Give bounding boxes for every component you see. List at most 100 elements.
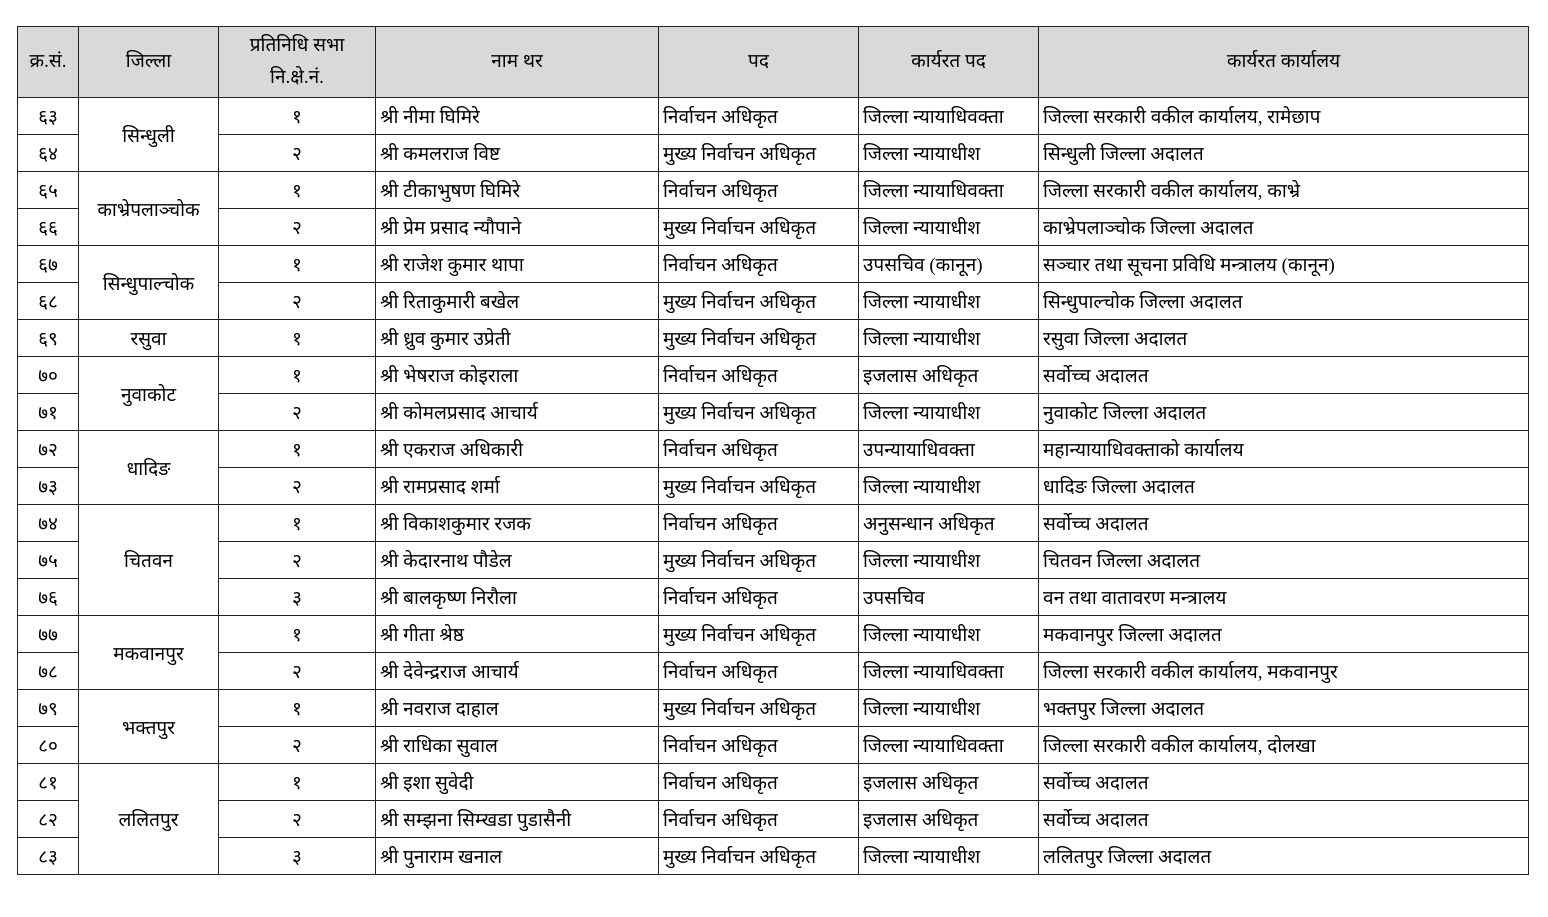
serial-number: ८१ (17, 763, 79, 801)
serial-number: ७६ (17, 578, 79, 616)
serial-number: ६४ (17, 134, 79, 172)
current-office: जिल्ला सरकारी वकील कार्यालय, रामेछाप (1038, 97, 1529, 135)
position: मुख्य निर्वाचन अधिकृत (658, 541, 859, 579)
current-position: जिल्ला न्यायाधीश (858, 541, 1039, 579)
official-name: श्री भेषराज कोइराला (375, 356, 659, 394)
position: मुख्य निर्वाचन अधिकृत (658, 134, 859, 172)
current-office: धादिङ जिल्ला अदालत (1038, 467, 1529, 505)
serial-number: ७९ (17, 689, 79, 727)
serial-number: ६८ (17, 282, 79, 320)
position: निर्वाचन अधिकृत (658, 578, 859, 616)
table-row: ७५ २ श्री केदारनाथ पौडेल मुख्य निर्वाचन अधि… (17, 541, 1529, 579)
constituency-number: ३ (218, 837, 376, 875)
official-name: श्री एकराज अधिकारी (375, 430, 659, 468)
constituency-number: २ (218, 134, 376, 172)
current-office: नुवाकोट जिल्ला अदालत (1038, 393, 1529, 431)
official-name: श्री गीता श्रेष्ठ (375, 615, 659, 653)
table-row: ७३ २ श्री रामप्रसाद शर्मा मुख्य निर्वाचन अध… (17, 467, 1529, 505)
current-position: जिल्ला न्यायाधिवक्ता (858, 726, 1039, 764)
serial-number: ६९ (17, 319, 79, 357)
current-position: जिल्ला न्यायाधीश (858, 837, 1039, 875)
district-cell: नुवाकोट (78, 356, 219, 431)
current-position: उपन्यायाधिवक्ता (858, 430, 1039, 468)
current-office: काभ्रेपलाञ्चोक जिल्ला अदालत (1038, 208, 1529, 246)
serial-number: ७२ (17, 430, 79, 468)
district-cell: रसुवा (78, 319, 219, 357)
position: मुख्य निर्वाचन अधिकृत (658, 319, 859, 357)
serial-number: ६५ (17, 171, 79, 209)
position: मुख्य निर्वाचन अधिकृत (658, 467, 859, 505)
current-position: इजलास अधिकृत (858, 356, 1039, 394)
serial-number: ७१ (17, 393, 79, 431)
district-cell: सिन्धुली (78, 97, 219, 172)
current-position: जिल्ला न्यायाधीश (858, 208, 1039, 246)
district-cell: सिन्धुपाल्चोक (78, 245, 219, 320)
official-name: श्री ध्रुव कुमार उप्रेती (375, 319, 659, 357)
current-office: भक्तपुर जिल्ला अदालत (1038, 689, 1529, 727)
current-position: जिल्ला न्यायाधिवक्ता (858, 652, 1039, 690)
constituency-number: २ (218, 652, 376, 690)
official-name: श्री रिताकुमारी बखेल (375, 282, 659, 320)
table-row: ७७ मकवानपुर १ श्री गीता श्रेष्ठ मुख्य निर्वा… (17, 615, 1529, 690)
current-office: सर्वोच्च अदालत (1038, 763, 1529, 801)
serial-number: ७८ (17, 652, 79, 690)
district-cell: धादिङ (78, 430, 219, 505)
constituency-number: १ (218, 763, 376, 801)
current-office: सर्वोच्च अदालत (1038, 504, 1529, 542)
current-position: अनुसन्धान अधिकृत (858, 504, 1039, 542)
district-cell: चितवन (78, 504, 219, 616)
serial-number: ६६ (17, 208, 79, 246)
current-office: जिल्ला सरकारी वकील कार्यालय, दोलखा (1038, 726, 1529, 764)
constituency-number: २ (218, 393, 376, 431)
official-name: श्री राजेश कुमार थापा (375, 245, 659, 283)
position: निर्वाचन अधिकृत (658, 726, 859, 764)
current-position: जिल्ला न्यायाधीश (858, 393, 1039, 431)
current-position: जिल्ला न्यायाधीश (858, 319, 1039, 357)
position: निर्वाचन अधिकृत (658, 171, 859, 209)
constituency-number: १ (218, 97, 376, 135)
official-name: श्री टीकाभुषण घिमिरे (375, 171, 659, 209)
current-position: जिल्ला न्यायाधीश (858, 282, 1039, 320)
current-office: ललितपुर जिल्ला अदालत (1038, 837, 1529, 875)
current-position: जिल्ला न्यायाधीश (858, 467, 1039, 505)
position: मुख्य निर्वाचन अधिकृत (658, 837, 859, 875)
position: निर्वाचन अधिकृत (658, 652, 859, 690)
official-name: श्री केदारनाथ पौडेल (375, 541, 659, 579)
header-district: जिल्ला (78, 26, 219, 98)
position: मुख्य निर्वाचन अधिकृत (658, 393, 859, 431)
header-position: पद (658, 26, 859, 98)
header-current-office: कार्यरत कार्यालय (1038, 26, 1529, 98)
constituency-number: २ (218, 541, 376, 579)
current-office: वन तथा वातावरण मन्त्रालय (1038, 578, 1529, 616)
district-cell: काभ्रेपलाञ्चोक (78, 171, 219, 246)
header-name: नाम थर (375, 26, 659, 98)
current-office: सिन्धुली जिल्ला अदालत (1038, 134, 1529, 172)
position: निर्वाचन अधिकृत (658, 800, 859, 838)
position: निर्वाचन अधिकृत (658, 245, 859, 283)
current-position: इजलास अधिकृत (858, 800, 1039, 838)
table-row: ६५ काभ्रेपलाञ्चोक १ श्री टीकाभुषण घिमिरे निर… (17, 171, 1529, 246)
current-office: सञ्चार तथा सूचना प्रविधि मन्त्रालय (कानू… (1038, 245, 1529, 283)
header-constituency-line1: प्रतिनिधि सभा (249, 35, 345, 56)
position: निर्वाचन अधिकृत (658, 97, 859, 135)
serial-number: ८२ (17, 800, 79, 838)
position: मुख्य निर्वाचन अधिकृत (658, 689, 859, 727)
current-office: चितवन जिल्ला अदालत (1038, 541, 1529, 579)
table-row: ७६ ३ श्री बालकृष्ण निरौला निर्वाचन अधिकृत उप… (17, 578, 1529, 616)
current-position: जिल्ला न्यायाधीश (858, 689, 1039, 727)
position: निर्वाचन अधिकृत (658, 430, 859, 468)
serial-number: ७५ (17, 541, 79, 579)
constituency-number: २ (218, 800, 376, 838)
constituency-number: २ (218, 282, 376, 320)
district-cell: ललितपुर (78, 763, 219, 875)
official-name: श्री बालकृष्ण निरौला (375, 578, 659, 616)
serial-number: ७० (17, 356, 79, 394)
serial-number: ८० (17, 726, 79, 764)
serial-number: ७३ (17, 467, 79, 505)
constituency-number: १ (218, 245, 376, 283)
header-sn: क्र.सं. (17, 26, 79, 98)
officials-table: क्र.सं. जिल्ला प्रतिनिधि सभा नि.क्षे.नं. … (17, 26, 1529, 875)
constituency-number: १ (218, 171, 376, 209)
table-row: ७० नुवाकोट १ श्री भेषराज कोइराला निर्वाचन अध… (17, 356, 1529, 431)
header-constituency: प्रतिनिधि सभा नि.क्षे.नं. (218, 26, 376, 98)
